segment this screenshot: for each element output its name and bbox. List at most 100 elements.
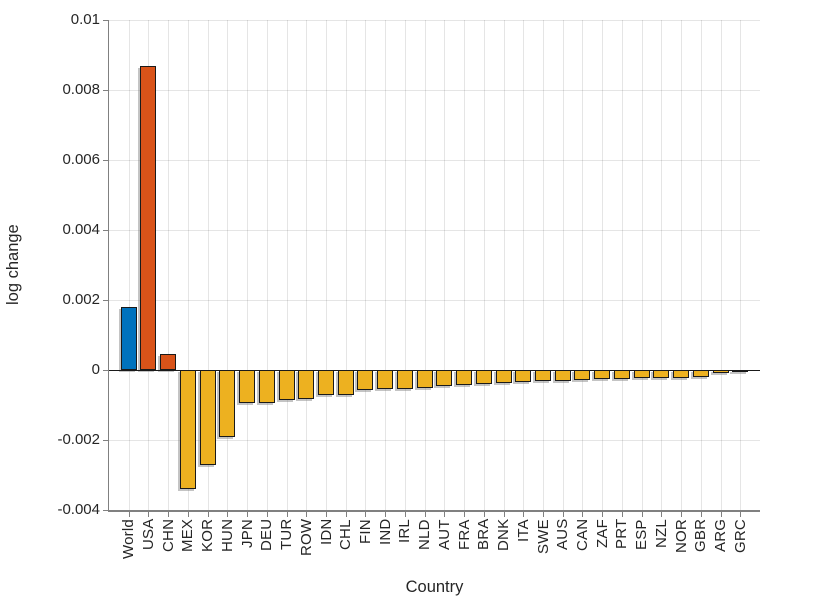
bar-deu: [258, 370, 275, 403]
v-gridline: [326, 20, 327, 510]
x-tick-label-zaf: ZAF: [593, 519, 611, 548]
y-tick-mark: [103, 370, 109, 371]
v-gridline: [266, 20, 268, 510]
v-gridline: [523, 20, 525, 510]
bar-hun: [219, 370, 236, 437]
v-gridline: [227, 20, 229, 510]
bar-bra: [475, 370, 492, 384]
y-tick-mark: [103, 300, 109, 301]
x-tick-label-prt: PRT: [613, 519, 631, 550]
bar-nor: [673, 370, 690, 378]
x-tick-label-swe: SWE: [534, 519, 552, 554]
x-tick-label-chl: CHL: [337, 519, 355, 550]
v-gridline: [424, 20, 426, 510]
y-tick-mark: [103, 230, 109, 231]
x-tick-mark: [247, 511, 249, 517]
bar-zaf: [594, 370, 611, 380]
x-axis-title: Country: [405, 578, 464, 596]
bar-dnk: [495, 370, 512, 383]
y-tick-label: 0.002: [62, 291, 100, 308]
x-tick-mark: [326, 511, 327, 517]
x-axis-line: [107, 510, 760, 512]
x-tick-mark: [621, 511, 623, 517]
x-tick-mark: [266, 511, 268, 517]
y-tick-label: 0.006: [62, 151, 100, 168]
v-gridline: [306, 20, 308, 510]
x-tick-label-world: World: [120, 519, 138, 559]
zero-baseline: [109, 370, 760, 371]
v-gridline: [128, 20, 130, 510]
bar-tur: [278, 370, 295, 401]
x-tick-label-arg: ARG: [712, 519, 730, 553]
x-tick-mark: [227, 511, 229, 517]
x-tick-mark: [306, 511, 308, 517]
x-tick-mark: [404, 511, 406, 517]
x-tick-mark: [286, 511, 288, 517]
x-tick-label-kor: KOR: [199, 519, 217, 553]
h-gridline: [109, 90, 760, 91]
v-gridline: [661, 20, 663, 510]
x-tick-label-dnk: DNK: [495, 519, 513, 552]
bar-usa: [140, 65, 157, 370]
x-tick-label-aut: AUT: [435, 519, 453, 550]
y-tick-mark: [103, 440, 109, 441]
bar-prt: [613, 370, 630, 379]
v-gridline: [365, 20, 367, 510]
x-tick-mark: [681, 511, 683, 517]
v-gridline: [187, 20, 189, 510]
x-tick-label-idn: IDN: [317, 519, 335, 546]
bar-can: [574, 370, 591, 381]
bar-chn: [160, 354, 177, 370]
h-gridline: [109, 440, 760, 441]
v-gridline: [207, 20, 209, 510]
bar-nld: [416, 370, 433, 388]
x-tick-label-gbr: GBR: [692, 519, 710, 553]
x-tick-label-mex: MEX: [179, 519, 197, 553]
x-tick-label-grc: GRC: [731, 519, 749, 553]
x-tick-label-jpn: JPN: [238, 519, 256, 548]
x-tick-mark: [602, 511, 604, 517]
x-tick-mark: [503, 511, 505, 517]
bar-swe: [535, 370, 551, 381]
bar-ita: [515, 370, 532, 382]
x-tick-mark: [168, 511, 170, 517]
y-tick-label: -0.002: [57, 431, 100, 448]
v-gridline: [700, 20, 702, 510]
x-tick-label-nld: NLD: [416, 519, 434, 550]
v-gridline: [740, 20, 742, 510]
x-tick-mark: [523, 511, 525, 517]
bar-fra: [456, 370, 473, 386]
x-tick-mark: [444, 511, 446, 517]
y-tick-label: -0.004: [57, 501, 100, 518]
x-tick-label-nor: NOR: [672, 519, 690, 553]
bar-esp: [633, 370, 650, 379]
x-tick-label-aus: AUS: [554, 519, 572, 551]
x-tick-mark: [562, 511, 564, 517]
v-gridline: [503, 20, 505, 510]
x-tick-mark: [483, 511, 485, 517]
x-tick-mark: [720, 511, 722, 517]
v-gridline: [385, 20, 387, 510]
x-tick-label-nzl: NZL: [652, 519, 670, 548]
x-tick-label-ita: ITA: [514, 519, 532, 542]
bar-chl: [337, 370, 354, 395]
v-gridline: [621, 20, 623, 510]
bar-kor: [199, 370, 216, 465]
bar-jpn: [239, 370, 256, 404]
h-gridline: [109, 160, 760, 161]
v-gridline: [543, 20, 544, 510]
v-gridline: [404, 20, 406, 510]
y-tick-label: 0: [91, 361, 100, 378]
v-gridline: [483, 20, 485, 510]
bar-irl: [396, 370, 413, 389]
x-tick-label-deu: DEU: [258, 519, 276, 552]
v-gridline: [286, 20, 288, 510]
x-tick-mark: [345, 511, 347, 517]
bar-world: [120, 307, 137, 370]
v-gridline: [345, 20, 347, 510]
v-gridline: [247, 20, 249, 510]
h-gridline: [109, 20, 760, 21]
y-tick-label: 0.008: [62, 81, 100, 98]
x-tick-mark: [740, 511, 742, 517]
v-gridline: [582, 20, 584, 510]
